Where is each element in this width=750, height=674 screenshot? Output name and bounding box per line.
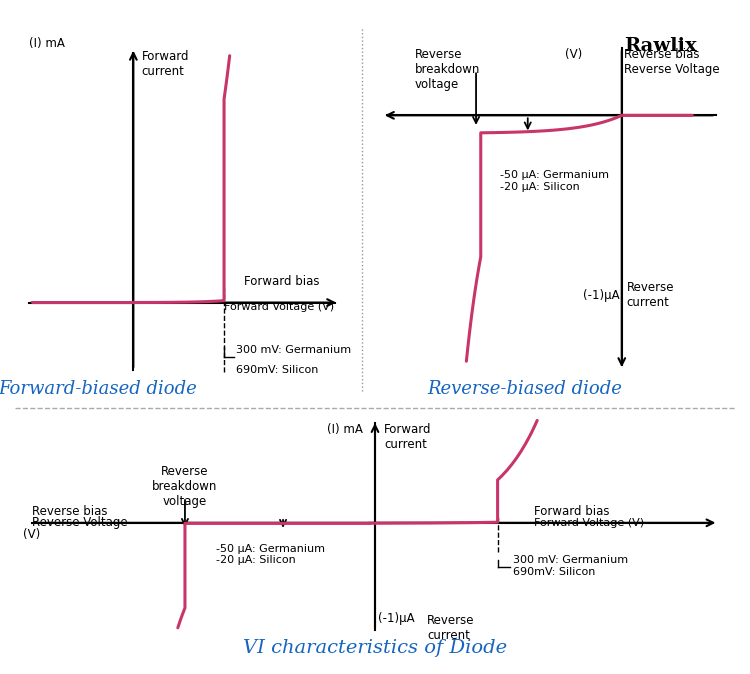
Text: Reverse bias
Reverse Voltage: Reverse bias Reverse Voltage [624,48,720,76]
Text: Rawlix: Rawlix [624,37,696,55]
Text: -50 μA: Germanium
-20 μA: Silicon: -50 μA: Germanium -20 μA: Silicon [215,544,325,565]
Text: 300 mV: Germanium: 300 mV: Germanium [236,345,351,355]
Text: Forward
current: Forward current [142,51,189,78]
Text: Forward
current: Forward current [384,423,432,450]
Text: 300 mV: Germanium: 300 mV: Germanium [513,555,628,565]
Text: 690mV: Silicon: 690mV: Silicon [236,365,319,375]
Text: (V): (V) [565,48,582,61]
Text: Forward Voltage (V): Forward Voltage (V) [224,302,334,312]
Text: Forward Voltage (V): Forward Voltage (V) [535,518,644,528]
Text: Forward bias: Forward bias [244,275,320,288]
Text: -50 μA: Germanium
-20 μA: Silicon: -50 μA: Germanium -20 μA: Silicon [500,171,608,192]
Text: 690mV: Silicon: 690mV: Silicon [513,567,596,577]
Text: Reverse bias: Reverse bias [32,505,107,518]
Text: Reverse
breakdown
voltage: Reverse breakdown voltage [152,464,217,508]
Text: (I) mA: (I) mA [28,38,64,51]
Text: VI characteristics of Diode: VI characteristics of Diode [243,639,507,657]
Text: Forward bias: Forward bias [535,505,610,518]
Text: (I) mA: (I) mA [327,423,363,435]
Text: (-1)μA: (-1)μA [583,288,620,301]
Text: Reverse Voltage: Reverse Voltage [32,516,128,529]
Text: Reverse
breakdown
voltage: Reverse breakdown voltage [415,48,480,91]
Text: Reverse-biased diode: Reverse-biased diode [427,380,622,398]
Text: Forward-biased diode: Forward-biased diode [0,380,196,398]
Text: Reverse
current: Reverse current [427,614,475,642]
Text: (V): (V) [22,528,40,541]
Text: (-1)μA: (-1)μA [378,612,415,625]
Text: Reverse
current: Reverse current [626,281,674,309]
